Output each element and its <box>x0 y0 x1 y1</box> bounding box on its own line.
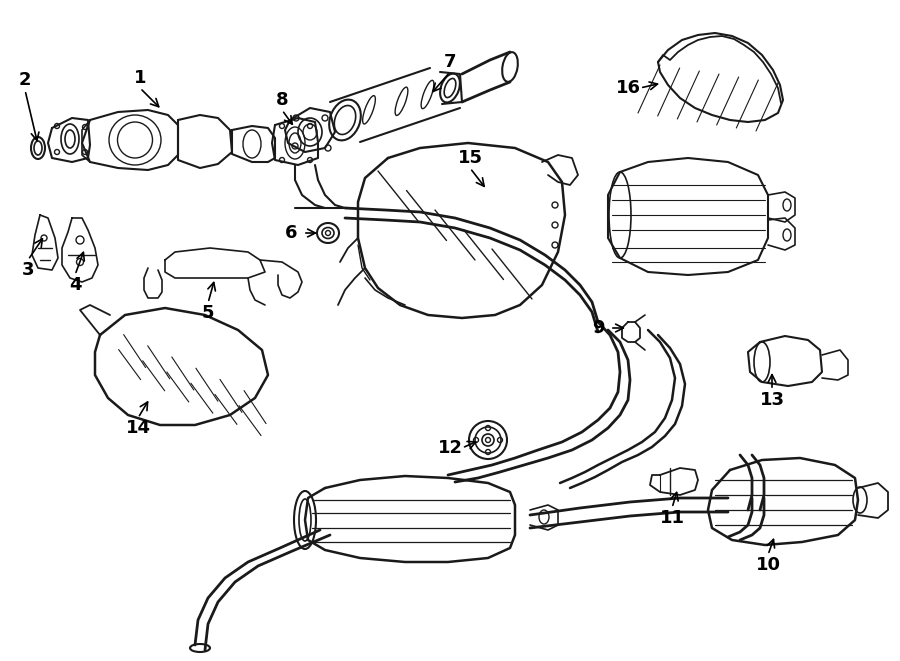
Text: 5: 5 <box>202 304 214 322</box>
Text: 2: 2 <box>19 71 32 89</box>
Text: 11: 11 <box>660 509 685 527</box>
Text: 10: 10 <box>755 556 780 574</box>
Text: 9: 9 <box>592 319 604 337</box>
Text: 1: 1 <box>134 69 146 87</box>
Text: 6: 6 <box>284 224 297 242</box>
Text: 7: 7 <box>444 53 456 71</box>
Text: 14: 14 <box>125 419 150 437</box>
Text: 8: 8 <box>275 91 288 109</box>
Text: 3: 3 <box>22 261 34 279</box>
Text: 12: 12 <box>437 439 463 457</box>
Text: 4: 4 <box>68 276 81 294</box>
Text: 16: 16 <box>616 79 641 97</box>
Text: 13: 13 <box>760 391 785 409</box>
Text: 15: 15 <box>457 149 482 167</box>
